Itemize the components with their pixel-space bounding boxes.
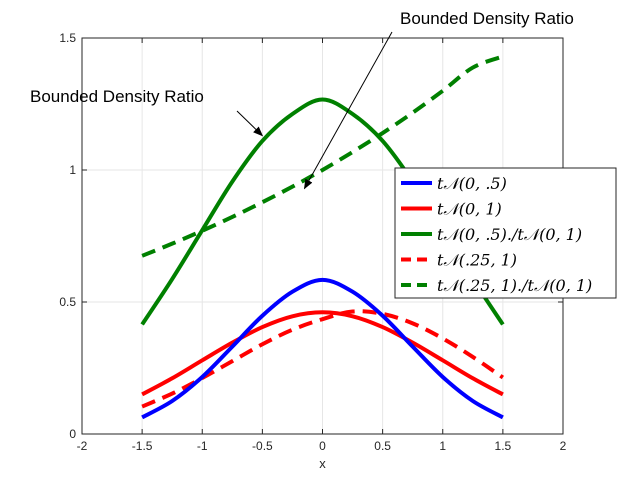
annotation-arrow-1 — [236, 110, 264, 137]
axis-ticks: -2 -1.5 -1 -0.5 0 0.5 1 1.5 2 0 0.5 1 1.5 — [59, 31, 566, 453]
x-tick-label: -1 — [197, 439, 208, 453]
x-tick-label: 0 — [319, 439, 326, 453]
y-tick-label: 0.5 — [59, 295, 76, 309]
x-tick-label: -1.5 — [132, 439, 153, 453]
legend-label-4: t𝒩(.25, 1) — [437, 251, 517, 270]
legend-label-5: t𝒩(.25, 1)./t𝒩(0, 1) — [437, 276, 592, 295]
legend-label-3: t𝒩(0, .5)./t𝒩(0, 1) — [437, 225, 582, 244]
legend-label-1: t𝒩(0, .5) — [437, 174, 507, 193]
y-tick-label: 1 — [69, 163, 76, 177]
series-line-5 — [141, 54, 504, 258]
annotations: Bounded Density Ratio Bounded Density Ra… — [30, 9, 574, 190]
y-tick-label: 0 — [69, 427, 76, 441]
legend-label-2: t𝒩(0, 1) — [437, 200, 502, 219]
y-tick-label: 1.5 — [59, 31, 76, 45]
annotation-label-2: Bounded Density Ratio — [400, 9, 574, 28]
x-tick-label: 2 — [560, 439, 567, 453]
series-line-2 — [141, 310, 504, 397]
x-tick-label: 1 — [439, 439, 446, 453]
annotation-label-1: Bounded Density Ratio — [30, 87, 204, 106]
annotation-arrow-2 — [303, 31, 393, 190]
x-tick-label: -2 — [77, 439, 88, 453]
series-line-1 — [141, 277, 504, 420]
x-tick-label: 0.5 — [374, 439, 391, 453]
x-tick-label: 1.5 — [495, 439, 512, 453]
x-tick-label: -0.5 — [252, 439, 273, 453]
x-axis-label: x — [319, 456, 326, 471]
legend: t𝒩(0, .5) t𝒩(0, 1) t𝒩(0, .5)./t𝒩(0, 1) t𝒩(.… — [394, 167, 617, 299]
